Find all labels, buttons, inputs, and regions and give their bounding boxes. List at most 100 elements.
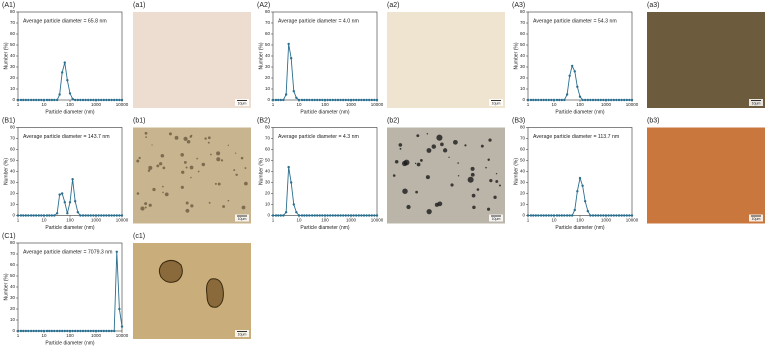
image-label: (b2) <box>387 117 399 124</box>
scale-bar-label: 10μm <box>752 217 761 221</box>
data-point <box>578 176 582 180</box>
data-point <box>599 98 603 102</box>
image-label: (a1) <box>133 2 145 9</box>
annotation: Average particle diameter = 143.7 nm <box>23 134 110 140</box>
micrograph-spot <box>140 206 145 211</box>
data-point <box>284 93 288 96</box>
micrograph-spot <box>216 157 221 162</box>
x-tick-label: 10000 <box>116 218 129 223</box>
data-point <box>73 200 77 203</box>
y-tick-label: 30 <box>10 295 16 300</box>
x-axis-label: Particle diameter (nm) <box>555 109 605 115</box>
data-point <box>362 214 366 217</box>
micrograph-spot <box>144 202 148 206</box>
data-point <box>341 98 345 102</box>
data-point <box>53 329 56 333</box>
panel-label: (B3) <box>512 117 525 124</box>
data-point <box>581 98 584 102</box>
micrograph-spot <box>486 207 491 211</box>
data-point <box>323 214 327 217</box>
y-tick-label: 80 <box>10 240 16 245</box>
data-point <box>558 98 561 102</box>
x-axis-label: Particle diameter (nm) <box>45 225 95 231</box>
data-point <box>604 214 608 217</box>
data-point <box>602 214 605 217</box>
data-point <box>565 214 569 217</box>
y-tick-label: 30 <box>520 180 526 185</box>
data-point <box>53 98 56 102</box>
data-point <box>308 214 311 217</box>
data-point <box>19 98 23 102</box>
micrograph-spot <box>495 172 498 175</box>
data-point <box>362 98 366 102</box>
micrograph-spot <box>145 136 147 138</box>
y-tick-label: 0 <box>12 213 15 218</box>
micrograph-spot <box>190 204 194 208</box>
data-point <box>589 214 592 217</box>
data-point <box>620 98 623 102</box>
data-point <box>578 95 582 98</box>
data-point <box>596 98 600 102</box>
data-point <box>532 214 535 217</box>
data-point <box>331 98 335 102</box>
micrograph-spot <box>159 162 163 166</box>
y-tick-label: 70 <box>265 136 271 141</box>
data-point <box>596 214 600 217</box>
y-tick-label: 20 <box>265 75 271 80</box>
x-tick-label: 1 <box>527 102 530 107</box>
plot-frame <box>272 11 378 101</box>
plot-frame <box>272 127 378 216</box>
data-point <box>573 70 576 73</box>
micrograph-spot <box>174 135 179 140</box>
data-point <box>623 98 626 102</box>
data-point <box>102 214 105 217</box>
data-point <box>32 214 35 217</box>
data-point <box>105 214 108 217</box>
data-point <box>550 214 553 217</box>
annotation: Average particle diameter = 4.0 nm <box>278 18 359 24</box>
data-point <box>313 98 316 102</box>
data-point <box>292 90 295 93</box>
y-tick-label: 10 <box>265 202 271 207</box>
data-point <box>68 92 72 95</box>
data-point <box>568 74 571 78</box>
data-point <box>79 329 82 333</box>
data-point <box>68 329 72 333</box>
micrograph-spot <box>431 144 437 149</box>
x-tick-label: 10 <box>41 218 47 223</box>
micrograph-spot <box>180 153 184 157</box>
data-point <box>42 214 46 217</box>
data-point <box>355 98 358 102</box>
data-point <box>547 98 550 102</box>
micrograph-spot <box>197 170 200 173</box>
data-point <box>560 98 564 102</box>
data-point <box>560 214 564 217</box>
data-point <box>120 214 124 217</box>
data-point <box>105 98 108 102</box>
y-tick-label: 20 <box>265 191 271 196</box>
y-tick-label: 0 <box>12 328 15 333</box>
data-point <box>303 98 306 102</box>
scale-bar-box <box>749 214 763 222</box>
data-point <box>89 214 93 217</box>
data-point <box>118 214 121 217</box>
x-tick-label: 10000 <box>371 218 384 223</box>
micrograph-spot <box>416 162 421 167</box>
y-axis-label: Number (%) <box>258 42 264 69</box>
micrograph <box>133 12 251 108</box>
data-point <box>583 200 587 203</box>
scale-bar-box <box>235 214 249 222</box>
x-tick-label: 1 <box>527 218 530 223</box>
data-point <box>277 98 280 102</box>
data-point <box>40 329 43 333</box>
micrograph-spot <box>488 138 492 142</box>
data-point <box>118 98 121 102</box>
micrograph-spot <box>457 162 459 164</box>
data-point <box>50 329 54 333</box>
data-point <box>368 98 371 102</box>
data-point <box>118 307 121 311</box>
data-point <box>368 214 371 217</box>
micrograph-spot <box>164 192 169 197</box>
data-point <box>331 214 335 217</box>
data-point <box>92 98 95 102</box>
